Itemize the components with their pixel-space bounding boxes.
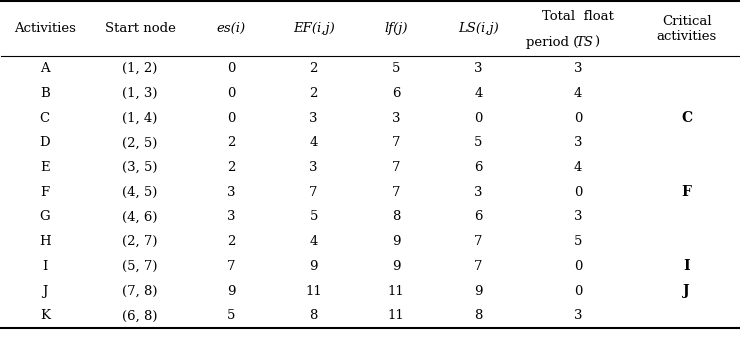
Text: ): ) [594, 36, 599, 49]
Text: 9: 9 [474, 284, 482, 298]
Text: C: C [681, 111, 692, 125]
Text: Start node: Start node [105, 22, 175, 35]
Text: 7: 7 [474, 260, 482, 273]
Text: (5, 7): (5, 7) [122, 260, 158, 273]
Text: 5: 5 [574, 235, 582, 248]
Text: lf(j): lf(j) [384, 22, 408, 35]
Text: 3: 3 [574, 62, 582, 75]
Text: 2: 2 [227, 136, 235, 149]
Text: 7: 7 [391, 186, 400, 199]
Text: Activities: Activities [14, 22, 75, 35]
Text: 2: 2 [309, 62, 317, 75]
Text: 3: 3 [574, 309, 582, 322]
Text: 5: 5 [474, 136, 482, 149]
Text: 8: 8 [474, 309, 482, 322]
Text: 0: 0 [227, 87, 235, 100]
Text: 5: 5 [309, 210, 317, 224]
Text: 7: 7 [227, 260, 235, 273]
Text: (1, 3): (1, 3) [122, 87, 158, 100]
Text: 0: 0 [227, 111, 235, 125]
Text: 7: 7 [309, 186, 318, 199]
Text: J: J [683, 284, 690, 298]
Text: (2, 7): (2, 7) [122, 235, 158, 248]
Text: (4, 6): (4, 6) [122, 210, 158, 224]
Text: 0: 0 [574, 111, 582, 125]
Text: 4: 4 [574, 161, 582, 174]
Text: (6, 8): (6, 8) [122, 309, 158, 322]
Text: G: G [39, 210, 50, 224]
Text: 9: 9 [391, 235, 400, 248]
Text: C: C [40, 111, 50, 125]
Text: 0: 0 [227, 62, 235, 75]
Text: 4: 4 [309, 136, 317, 149]
Text: B: B [40, 87, 50, 100]
Text: 6: 6 [391, 87, 400, 100]
Text: K: K [40, 309, 50, 322]
Text: 3: 3 [227, 210, 235, 224]
Text: 3: 3 [309, 161, 318, 174]
Text: (3, 5): (3, 5) [122, 161, 158, 174]
Text: H: H [39, 235, 50, 248]
Text: Total  float: Total float [542, 10, 614, 23]
Text: 0: 0 [574, 260, 582, 273]
Text: 3: 3 [227, 186, 235, 199]
Text: period (: period ( [526, 36, 578, 49]
Text: es(i): es(i) [217, 22, 246, 35]
Text: 7: 7 [474, 235, 482, 248]
Text: E: E [40, 161, 50, 174]
Text: LS(i,j): LS(i,j) [458, 22, 499, 35]
Text: 0: 0 [474, 111, 482, 125]
Text: EF(i,j): EF(i,j) [293, 22, 334, 35]
Text: D: D [39, 136, 50, 149]
Text: 2: 2 [227, 161, 235, 174]
Text: 4: 4 [574, 87, 582, 100]
Text: 0: 0 [574, 284, 582, 298]
Text: F: F [40, 186, 50, 199]
Text: 11: 11 [388, 309, 404, 322]
Text: I: I [683, 260, 690, 273]
Text: (1, 2): (1, 2) [123, 62, 158, 75]
Text: (1, 4): (1, 4) [123, 111, 158, 125]
Text: J: J [42, 284, 47, 298]
Text: Critical
activities: Critical activities [656, 15, 717, 43]
Text: 8: 8 [309, 309, 317, 322]
Text: 11: 11 [305, 284, 322, 298]
Text: 3: 3 [574, 136, 582, 149]
Text: 3: 3 [474, 186, 482, 199]
Text: 3: 3 [391, 111, 400, 125]
Text: 8: 8 [392, 210, 400, 224]
Text: 9: 9 [309, 260, 318, 273]
Text: 6: 6 [474, 161, 482, 174]
Text: 7: 7 [391, 161, 400, 174]
Text: F: F [682, 185, 691, 199]
Text: TS: TS [575, 36, 593, 49]
Text: 0: 0 [574, 186, 582, 199]
Text: 11: 11 [388, 284, 404, 298]
Text: 9: 9 [391, 260, 400, 273]
Text: 5: 5 [227, 309, 235, 322]
Text: A: A [40, 62, 50, 75]
Text: 2: 2 [309, 87, 317, 100]
Text: 5: 5 [392, 62, 400, 75]
Text: 3: 3 [574, 210, 582, 224]
Text: 4: 4 [309, 235, 317, 248]
Text: 4: 4 [474, 87, 482, 100]
Text: 3: 3 [309, 111, 318, 125]
Text: (7, 8): (7, 8) [122, 284, 158, 298]
Text: I: I [42, 260, 47, 273]
Text: (2, 5): (2, 5) [123, 136, 158, 149]
Text: 7: 7 [391, 136, 400, 149]
Text: 9: 9 [227, 284, 235, 298]
Text: 3: 3 [474, 62, 482, 75]
Text: 6: 6 [474, 210, 482, 224]
Text: (4, 5): (4, 5) [123, 186, 158, 199]
Text: 2: 2 [227, 235, 235, 248]
